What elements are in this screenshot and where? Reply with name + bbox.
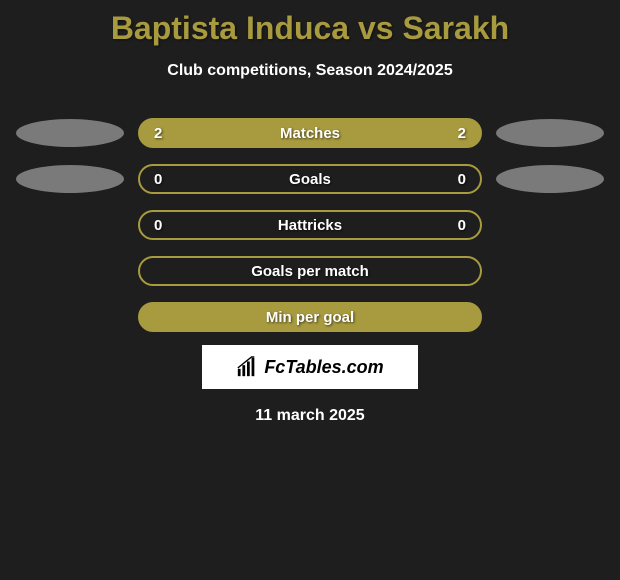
stat-row: 2 Matches 2	[0, 115, 620, 151]
logo-text: FcTables.com	[264, 357, 383, 378]
stat-bar: 0 Hattricks 0	[138, 210, 482, 240]
stat-bar: 2 Matches 2	[138, 118, 482, 148]
stat-label: Goals	[289, 171, 331, 188]
stat-row: Min per goal	[0, 299, 620, 335]
stat-label: Min per goal	[266, 309, 354, 326]
player-right-ellipse	[496, 165, 604, 193]
stat-right-value: 0	[446, 171, 466, 188]
ellipse-spacer	[16, 211, 124, 239]
stat-bar: Min per goal	[138, 302, 482, 332]
stat-row: Goals per match	[0, 253, 620, 289]
ellipse-spacer	[16, 303, 124, 331]
stat-row: 0 Hattricks 0	[0, 207, 620, 243]
stat-bar: 0 Goals 0	[138, 164, 482, 194]
date-text: 11 march 2025	[0, 407, 620, 425]
stats-container: 2 Matches 2 0 Goals 0 0 Hattricks 0 Goals per mat…	[0, 115, 620, 335]
ellipse-spacer	[496, 257, 604, 285]
stat-label: Hattricks	[278, 217, 342, 234]
stat-left-value: 0	[154, 217, 174, 234]
subtitle: Club competitions, Season 2024/2025	[0, 62, 620, 80]
player-left-ellipse	[16, 165, 124, 193]
ellipse-spacer	[16, 257, 124, 285]
page-title: Baptista Induca vs Sarakh	[0, 0, 620, 47]
stat-right-value: 2	[446, 125, 466, 142]
logo-box: FcTables.com	[202, 345, 418, 389]
stat-bar: Goals per match	[138, 256, 482, 286]
chart-icon	[236, 356, 258, 378]
stat-left-value: 0	[154, 171, 174, 188]
logo-content: FcTables.com	[236, 356, 383, 378]
ellipse-spacer	[496, 211, 604, 239]
stat-right-value: 0	[446, 217, 466, 234]
stat-label: Matches	[280, 125, 340, 142]
player-right-ellipse	[496, 119, 604, 147]
stat-left-value: 2	[154, 125, 174, 142]
stat-row: 0 Goals 0	[0, 161, 620, 197]
ellipse-spacer	[496, 303, 604, 331]
stat-label: Goals per match	[251, 263, 369, 280]
player-left-ellipse	[16, 119, 124, 147]
